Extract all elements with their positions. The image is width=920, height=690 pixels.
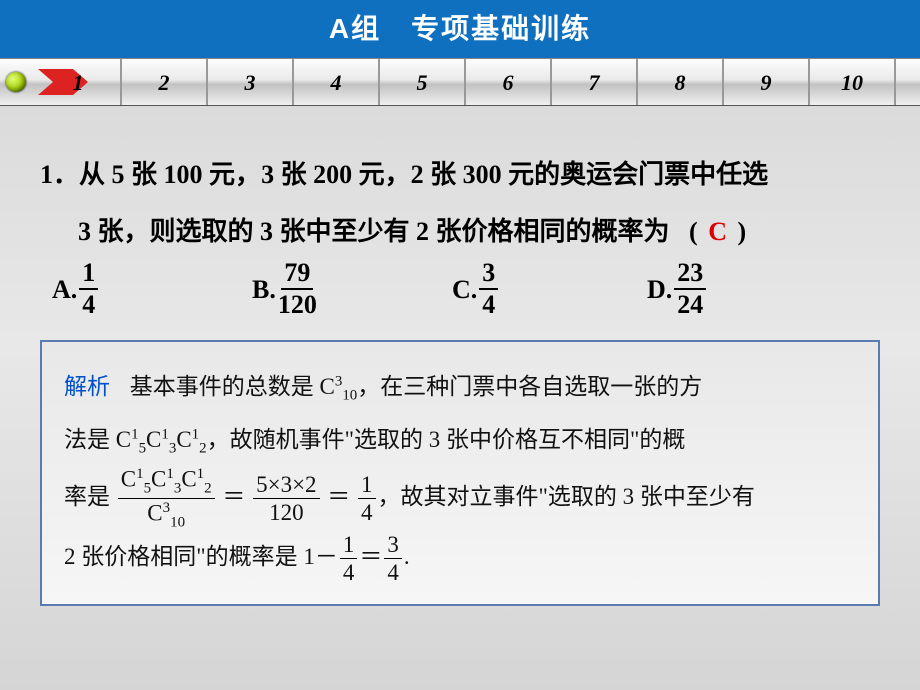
tab-6[interactable]: 6 [466,59,552,105]
nav-dot-icon [6,72,26,92]
frac-b: 79120 [278,260,317,318]
option-a: A. 14 [52,260,252,318]
frac-minus: 14 [340,533,358,584]
option-c: C. 34 [452,260,647,318]
question-number: 1． [40,160,79,189]
comb-c10-3: C310 [320,374,358,399]
tab-1[interactable]: 1 [36,59,122,105]
frac-c: 34 [479,260,498,318]
comb-c5c3c2: C15C13C12 [116,427,207,452]
frac-compute: 5×3×2120 [253,473,319,524]
tab-5[interactable]: 5 [380,59,466,105]
page-header: A组 专项基础训练 [0,0,920,58]
explain-label: 解析 [64,373,110,399]
tab-2[interactable]: 2 [122,59,208,105]
frac-final: 34 [384,533,402,584]
tab-nav: 1 2 3 4 5 6 7 8 9 10 [0,58,920,106]
question-line-2: 3 张，则选取的 3 张中至少有 2 张价格相同的概率为 ( C ) [40,203,880,260]
tab-7[interactable]: 7 [552,59,638,105]
options-row: A. 14 B. 79120 C. 34 D. 2324 [40,260,880,318]
frac-a: 14 [79,260,98,318]
header-title: A组 专项基础训练 [329,13,591,44]
option-d: D. 2324 [647,260,708,318]
frac-comb: C15C13C12 C310 [118,467,215,530]
paren-open: ( [689,217,698,246]
tab-3[interactable]: 3 [208,59,294,105]
tab-9[interactable]: 9 [724,59,810,105]
question-line-1: 1．从 5 张 100 元，3 张 200 元，2 张 300 元的奥运会门票中… [40,146,880,203]
frac-result1: 14 [358,473,376,524]
option-b: B. 79120 [252,260,452,318]
answer-letter: C [708,217,727,246]
explanation-box: 解析 基本事件的总数是 C310，在三种门票中各自选取一张的方 法是 C15C1… [40,340,880,605]
paren-close: ) [738,217,747,246]
tab-10[interactable]: 10 [810,59,896,105]
tab-8[interactable]: 8 [638,59,724,105]
frac-d: 2324 [674,260,706,318]
tab-4[interactable]: 4 [294,59,380,105]
content-area: 1．从 5 张 100 元，3 张 200 元，2 张 300 元的奥运会门票中… [0,106,920,606]
